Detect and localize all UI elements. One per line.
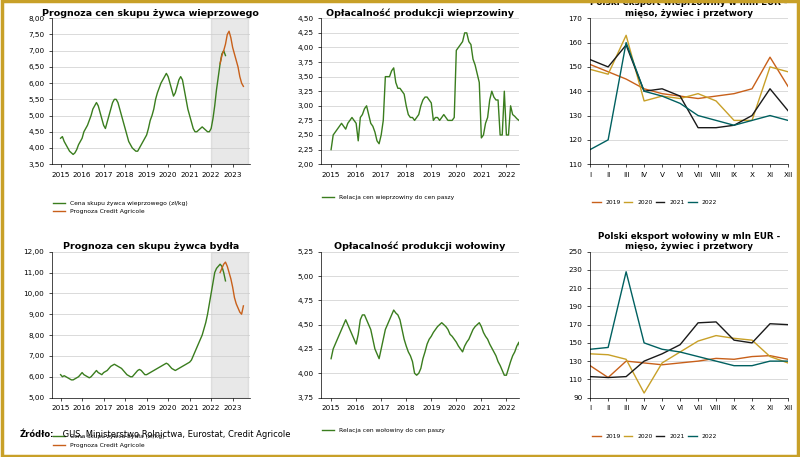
Text: Źródło:: Źródło: — [20, 430, 54, 439]
Legend: 2019, 2020, 2021, 2022: 2019, 2020, 2021, 2022 — [589, 431, 719, 441]
Bar — [211, 252, 248, 398]
Title: Prognoza cen skupu żywca wieprzowego: Prognoza cen skupu żywca wieprzowego — [42, 9, 259, 17]
Title: Opłacalność produkcji wieprzowiny: Opłacalność produkcji wieprzowiny — [326, 8, 514, 17]
Title: Opłacalność produkcji wołowiny: Opłacalność produkcji wołowiny — [334, 241, 506, 251]
Title: Prognoza cen skupu żywca bydła: Prognoza cen skupu żywca bydła — [62, 242, 239, 251]
Legend: Relacja cen wołowiny do cen paszy: Relacja cen wołowiny do cen paszy — [320, 425, 447, 436]
Bar — [211, 18, 248, 164]
Title: Polski eksport wieprzowiny w mln EUR -
mięso, żywiec i przetwory: Polski eksport wieprzowiny w mln EUR - m… — [590, 0, 788, 17]
Text: GUS, Ministerstwo Rolnictwa, Eurostat, Credit Agricole: GUS, Ministerstwo Rolnictwa, Eurostat, C… — [60, 430, 290, 439]
Legend: Relacja cen wieprzowiny do cen paszy: Relacja cen wieprzowiny do cen paszy — [320, 192, 457, 202]
Legend: Cena skupu żywca bydła (zł/kg), Prognoza Credit Agricole: Cena skupu żywca bydła (zł/kg), Prognoza… — [51, 432, 167, 450]
Title: Polski eksport wołowiny w mln EUR -
mięso, żywiec i przetwory: Polski eksport wołowiny w mln EUR - mięs… — [598, 232, 780, 251]
Legend: Cena skupu żywca wieprzowego (zł/kg), Prognoza Credit Agricole: Cena skupu żywca wieprzowego (zł/kg), Pr… — [51, 198, 190, 217]
Legend: 2019, 2020, 2021, 2022: 2019, 2020, 2021, 2022 — [589, 198, 719, 208]
